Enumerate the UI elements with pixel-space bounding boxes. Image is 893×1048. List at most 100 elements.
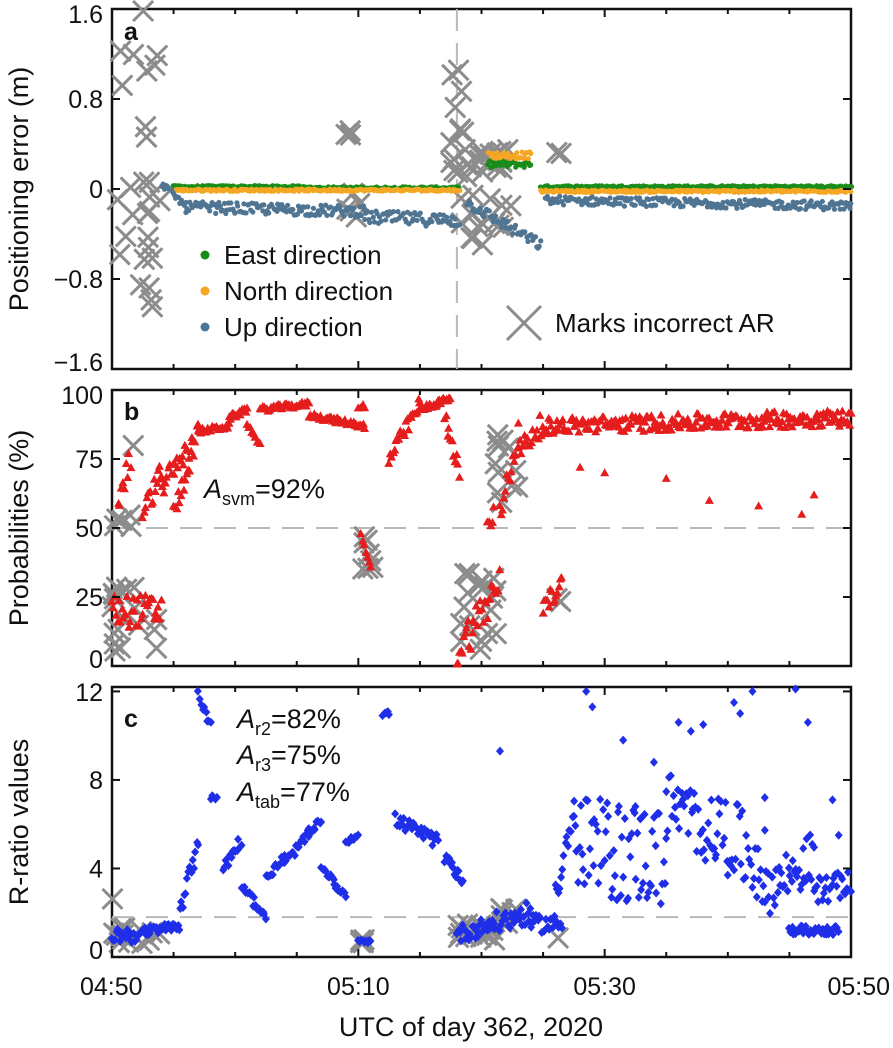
up-direction-point (414, 217, 420, 224)
incorrect-ar-stroke (442, 147, 465, 171)
probability-point (152, 478, 162, 487)
r-ratio-point (505, 923, 514, 933)
r-ratio-point (614, 807, 623, 817)
up-direction-point (298, 208, 305, 214)
incorrect-ar-mark (550, 142, 573, 165)
incorrect-ar-stroke (138, 185, 161, 209)
probability-point (142, 493, 152, 502)
r-ratio-point (747, 860, 756, 870)
probability-point (118, 478, 128, 487)
up-direction-point (220, 207, 226, 213)
north-direction-point (528, 150, 534, 157)
probability-point (394, 434, 404, 443)
probability-point (500, 486, 510, 495)
probability-point (119, 484, 129, 493)
r-ratio-point (631, 874, 640, 884)
incorrect-ar-mark (132, 0, 155, 23)
probability-point (138, 609, 148, 618)
y-tick-label: 100 (61, 382, 103, 410)
incorrect-ar-mark (136, 226, 160, 249)
probability-point (444, 423, 454, 432)
r-ratio-point (754, 875, 763, 885)
incorrect-ar-mark (145, 637, 168, 660)
up-direction-point (183, 199, 189, 206)
probability-point (414, 394, 424, 403)
probability-point (255, 438, 265, 447)
probability-point (161, 472, 171, 481)
incorrect-ar-stroke (471, 233, 494, 256)
incorrect-ar-stroke (476, 622, 499, 645)
incorrect-ar-stroke (135, 125, 158, 149)
outliers-point (619, 735, 628, 745)
r-ratio-point (605, 851, 614, 861)
outliers-point (631, 802, 640, 812)
r-ratio-point (614, 801, 623, 811)
probability-point (150, 486, 160, 495)
incorrect-ar-stroke (141, 247, 164, 270)
incorrect-ar-mark (545, 141, 568, 164)
incorrect-ar-stroke (146, 44, 169, 67)
r-ratio-point (569, 811, 578, 821)
up-direction-point (186, 208, 192, 214)
north-direction-point (521, 155, 527, 161)
probability-point (159, 488, 169, 497)
r-ratio-point (555, 883, 564, 893)
y-tick-label: 0 (89, 176, 103, 204)
incorrect-ar-mark (133, 248, 156, 271)
r-ratio-point (718, 840, 727, 850)
r-ratio-point (652, 888, 661, 898)
incorrect-ar-mark (103, 639, 126, 663)
probability-point (445, 394, 455, 403)
up-direction-point (358, 212, 364, 219)
panel-b-annotation: Asvm=92% (202, 474, 325, 509)
ar2-value: =82% (271, 704, 341, 734)
x-tick-label: 05:10 (327, 973, 390, 1001)
probability-point (177, 451, 187, 460)
outliers-point (637, 813, 646, 823)
incorrect-ar-stroke (136, 202, 159, 225)
probability-point (506, 467, 516, 476)
r-ratio-point (684, 828, 693, 838)
r-ratio-point (290, 850, 299, 860)
probability-point (547, 586, 557, 595)
incorrect-ar-stroke (489, 897, 512, 920)
up-direction-point (266, 210, 272, 216)
panel-c-ratio-points (107, 684, 856, 948)
outliers-point (699, 720, 708, 730)
up-direction-point (232, 210, 238, 216)
r-ratio-point (760, 897, 769, 907)
r-ratio-point (773, 888, 782, 898)
r-ratio-point (824, 896, 833, 906)
up-direction-point (794, 199, 800, 206)
x-tick-label: 05:30 (573, 973, 636, 1001)
r-ratio-point (310, 825, 319, 835)
probability-point (535, 410, 545, 419)
r-ratio-point (795, 865, 804, 875)
incorrect-ar-mark (109, 39, 132, 63)
probability-point (468, 628, 478, 637)
probability-point (148, 594, 158, 603)
incorrect-ar-mark (448, 119, 471, 142)
up-direction-point (593, 196, 599, 202)
incorrect-ar-stroke (490, 194, 513, 217)
r-ratio-point (317, 817, 326, 827)
r-ratio-point (589, 861, 598, 871)
probability-point (704, 413, 714, 422)
incorrect-ar-mark (146, 44, 169, 67)
incorrect-ar-stroke (129, 273, 152, 296)
probability-point (574, 427, 584, 436)
r-ratio-point (630, 808, 639, 818)
r-ratio-point (822, 873, 831, 883)
incorrect-ar-stroke (110, 509, 134, 532)
r-ratio-point (202, 707, 211, 717)
incorrect-ar-mark (456, 153, 479, 176)
probability-point (453, 658, 463, 667)
incorrect-ar-stroke (497, 436, 520, 459)
incorrect-ar-stroke (547, 926, 570, 949)
r-ratio-point (502, 914, 511, 924)
r-ratio-point (711, 850, 720, 860)
r-ratio-point (190, 863, 199, 873)
r-ratio-point (733, 800, 742, 810)
probability-point (640, 417, 650, 426)
probability-point (125, 617, 135, 626)
